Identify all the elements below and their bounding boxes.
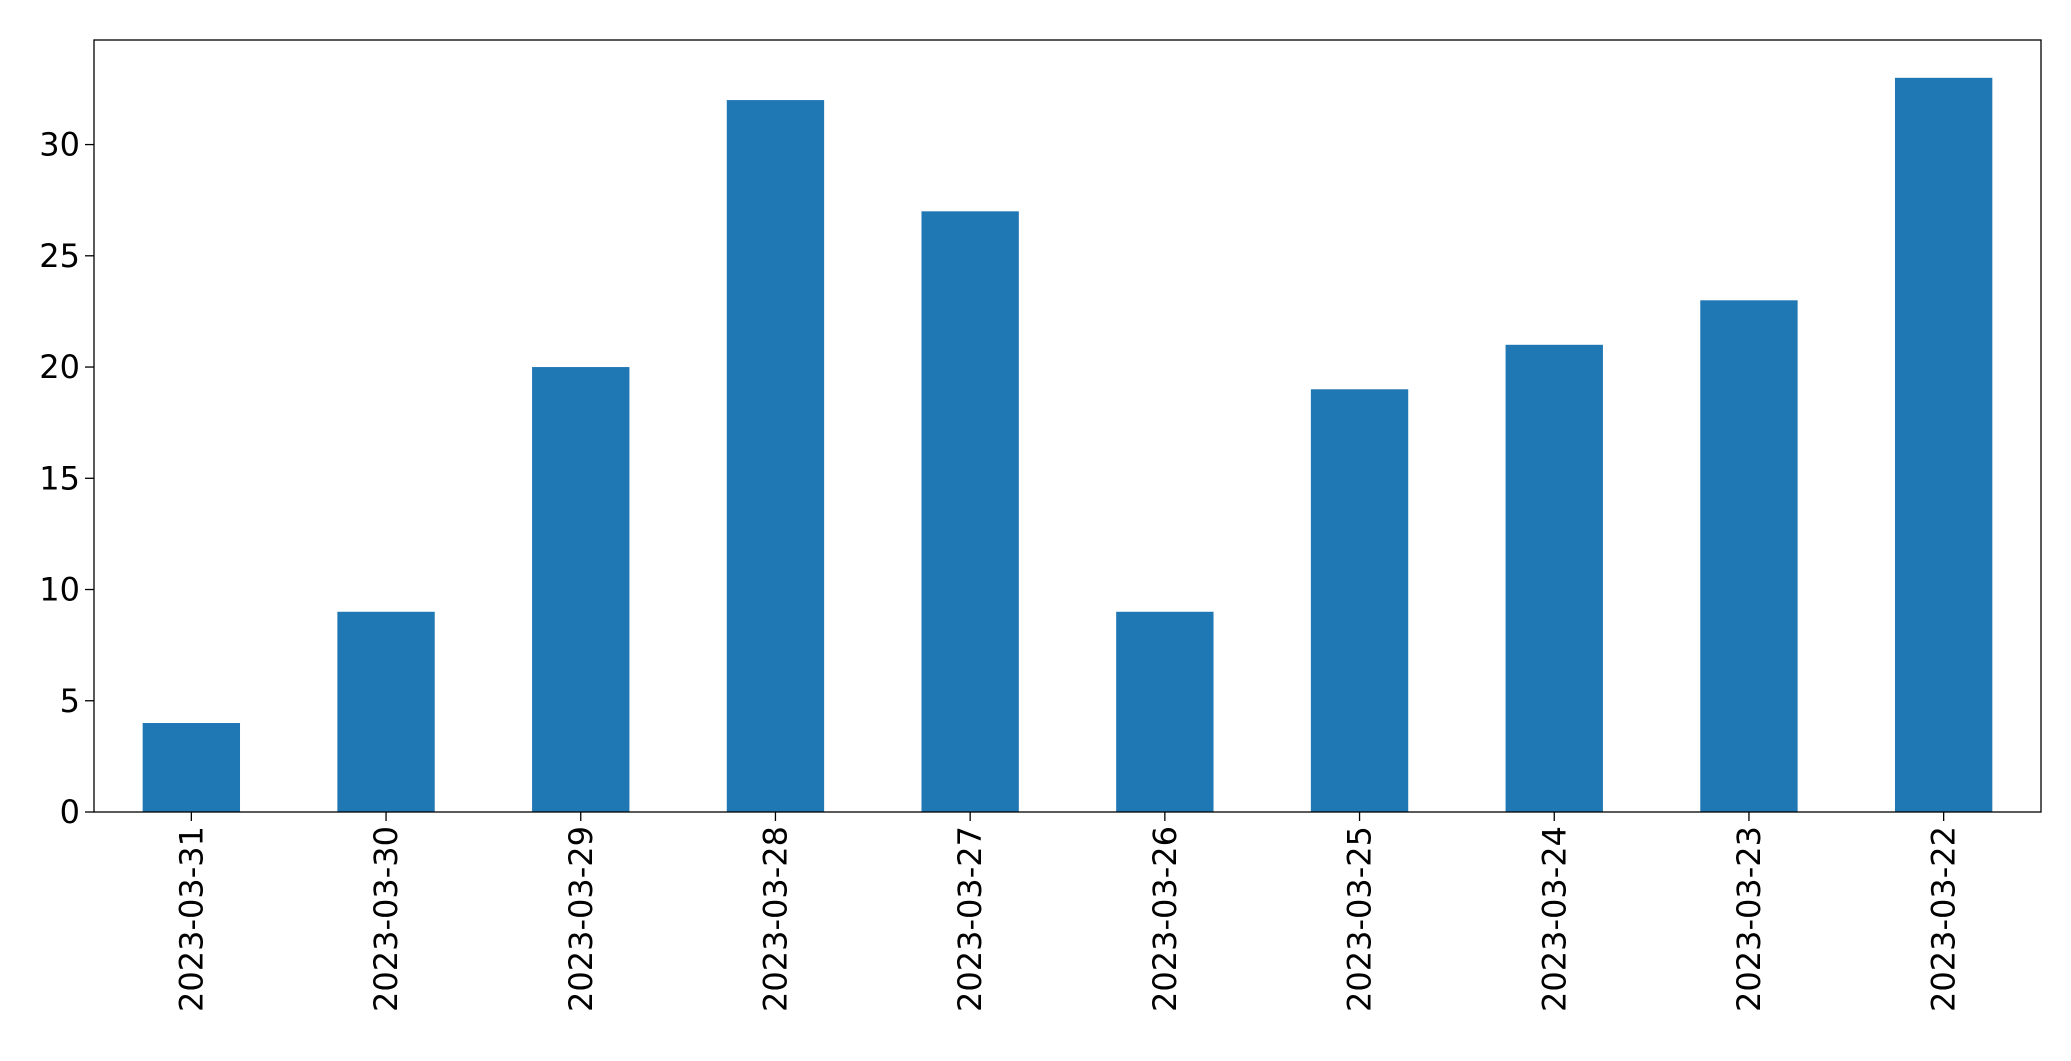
axes-frame bbox=[93, 39, 2042, 813]
bar bbox=[1700, 300, 1798, 812]
x-tick-label: 2023-03-27 bbox=[951, 826, 989, 1012]
bar bbox=[1310, 389, 1409, 812]
bar bbox=[1894, 77, 1993, 812]
bar bbox=[726, 100, 825, 813]
y-tick-label: 30 bbox=[39, 126, 80, 164]
y-tick-label: 10 bbox=[39, 571, 80, 609]
y-tick-label: 20 bbox=[39, 348, 80, 386]
bar bbox=[532, 367, 630, 812]
x-tick-label: 2023-03-29 bbox=[562, 826, 600, 1012]
bar bbox=[337, 611, 435, 812]
x-tick-label: 2023-03-24 bbox=[1535, 826, 1573, 1012]
x-tick-label: 2023-03-26 bbox=[1146, 826, 1184, 1012]
x-tick-label: 2023-03-22 bbox=[1925, 826, 1963, 1012]
x-tick-label: 2023-03-31 bbox=[172, 826, 210, 1012]
y-tick-label: 25 bbox=[39, 237, 80, 275]
bar bbox=[921, 211, 1019, 813]
y-tick-label: 0 bbox=[60, 793, 80, 831]
bar bbox=[1116, 611, 1214, 812]
x-tick-label: 2023-03-30 bbox=[367, 826, 405, 1012]
bar bbox=[1505, 344, 1603, 812]
x-tick-label: 2023-03-25 bbox=[1341, 826, 1379, 1012]
bar bbox=[142, 723, 241, 812]
x-tick-label: 2023-03-28 bbox=[756, 826, 794, 1012]
y-tick-label: 15 bbox=[39, 459, 80, 497]
y-tick-label: 5 bbox=[60, 682, 80, 720]
x-tick-label: 2023-03-23 bbox=[1730, 826, 1768, 1012]
